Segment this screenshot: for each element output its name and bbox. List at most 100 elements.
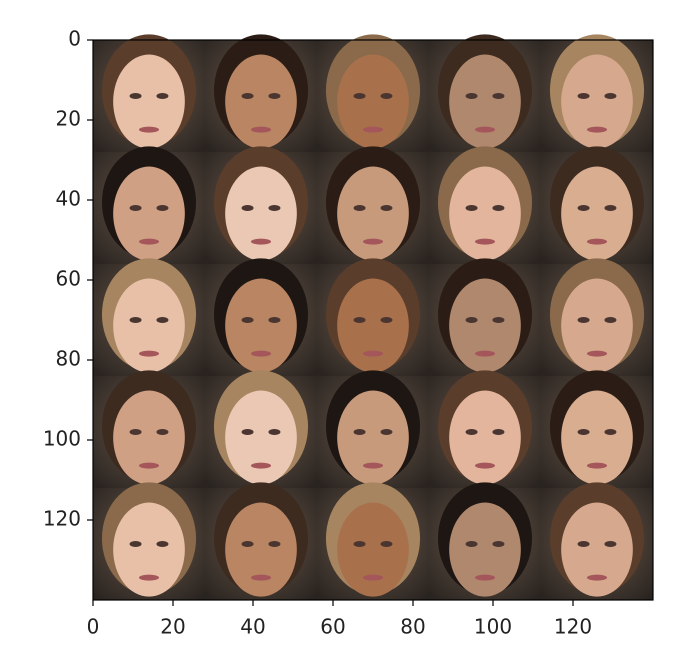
mouth (587, 238, 607, 245)
eye (577, 93, 590, 99)
mouth (363, 462, 383, 469)
eye (241, 93, 254, 99)
image-tile (541, 146, 653, 264)
face (113, 166, 185, 261)
image-tile (317, 482, 429, 600)
face (113, 502, 185, 597)
face (561, 166, 633, 261)
eye (465, 317, 478, 323)
eye (353, 541, 366, 547)
face (449, 502, 521, 597)
image-tile (93, 482, 205, 600)
eye (353, 429, 366, 435)
eye (353, 317, 366, 323)
eye (465, 541, 478, 547)
mouth (475, 574, 495, 581)
face (449, 54, 521, 149)
eye (380, 429, 393, 435)
eye (129, 429, 142, 435)
y-tick-label: 80 (56, 347, 81, 371)
mouth (475, 462, 495, 469)
eye (604, 205, 617, 211)
mouth (139, 462, 159, 469)
face (225, 278, 297, 373)
face (561, 54, 633, 149)
mouth (139, 238, 159, 245)
face (337, 166, 409, 261)
eye (577, 429, 590, 435)
x-tick-label: 0 (87, 615, 100, 639)
eye (577, 317, 590, 323)
eye (577, 541, 590, 547)
mouth (363, 574, 383, 581)
eye (241, 317, 254, 323)
x-tick-label: 100 (474, 615, 512, 639)
image-tile (541, 34, 653, 152)
eye (241, 541, 254, 547)
face (113, 54, 185, 149)
mouth (251, 350, 271, 357)
mouth (251, 574, 271, 581)
image-tile (429, 370, 541, 488)
eye (268, 205, 281, 211)
image-tile (205, 34, 317, 152)
eye (492, 93, 505, 99)
x-tick-label: 120 (554, 615, 592, 639)
image-tile (93, 370, 205, 488)
eye (380, 317, 393, 323)
eye (156, 93, 169, 99)
mouth (587, 126, 607, 133)
eye (129, 205, 142, 211)
x-tick-label: 80 (400, 615, 425, 639)
eye (241, 429, 254, 435)
image-tile (93, 34, 205, 152)
eye (353, 93, 366, 99)
y-tick-label: 40 (56, 187, 81, 211)
mouth (251, 126, 271, 133)
eye (129, 541, 142, 547)
mouth (475, 238, 495, 245)
mouth (587, 574, 607, 581)
image-tile (429, 146, 541, 264)
image-tile (429, 34, 541, 152)
mouth (363, 238, 383, 245)
face (113, 390, 185, 485)
eye (465, 205, 478, 211)
eye (604, 429, 617, 435)
eye (380, 541, 393, 547)
x-tick-label: 40 (240, 615, 265, 639)
eye (268, 317, 281, 323)
image-tile (205, 482, 317, 600)
eye (353, 205, 366, 211)
eye (380, 93, 393, 99)
face (561, 278, 633, 373)
mouth (475, 126, 495, 133)
image-tile (541, 482, 653, 600)
face (337, 278, 409, 373)
x-tick-label: 60 (320, 615, 345, 639)
mouth (139, 126, 159, 133)
image-tile (93, 258, 205, 376)
eye (492, 317, 505, 323)
eye (156, 429, 169, 435)
eye (465, 429, 478, 435)
eye (465, 93, 478, 99)
y-tick-label: 100 (43, 427, 81, 451)
mouth (587, 462, 607, 469)
image-tile (93, 146, 205, 264)
y-tick-label: 0 (68, 27, 81, 51)
eye (129, 317, 142, 323)
image-tile (429, 482, 541, 600)
image (93, 34, 653, 600)
face (449, 390, 521, 485)
image-tile (317, 370, 429, 488)
eye (268, 429, 281, 435)
eye (129, 93, 142, 99)
eye (380, 205, 393, 211)
eye (156, 205, 169, 211)
mouth (363, 350, 383, 357)
image-tile (429, 258, 541, 376)
mouth (139, 350, 159, 357)
face (337, 390, 409, 485)
